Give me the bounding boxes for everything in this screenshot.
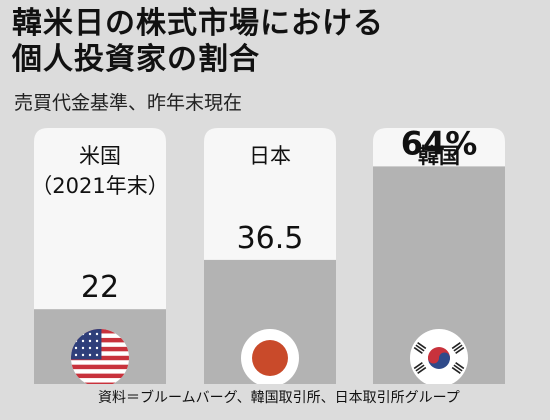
data-label: 64% <box>401 124 478 162</box>
japan-flag-icon <box>241 329 299 387</box>
bar-panel-2: 日本 36.5 <box>204 128 336 387</box>
category-label: 日本 <box>249 144 291 168</box>
category-label: （2021年末） <box>31 174 168 198</box>
source-note: 資料＝ブルームバーグ、韓国取引所、日本取引所グループ <box>98 390 460 406</box>
title-line-2: 個人投資家の割合 <box>12 42 260 77</box>
us-flag-icon <box>71 329 129 387</box>
korea-flag-icon <box>410 329 468 387</box>
category-label: 韓国 <box>418 144 460 168</box>
title-line-1: 韓米日の株式市場における <box>12 6 384 41</box>
bar-panel-1: 米国 （2021年末） 22 <box>31 128 169 387</box>
category-label: 米国 <box>79 144 121 168</box>
chart-title: 韓米日の株式市場における 個人投資家の割合 <box>12 6 384 78</box>
data-label: 22 <box>81 270 119 305</box>
data-label: 36.5 <box>237 221 304 256</box>
chart-subtitle: 売買代金基準、昨年末現在 <box>14 92 243 114</box>
baseline-strip <box>0 384 550 420</box>
